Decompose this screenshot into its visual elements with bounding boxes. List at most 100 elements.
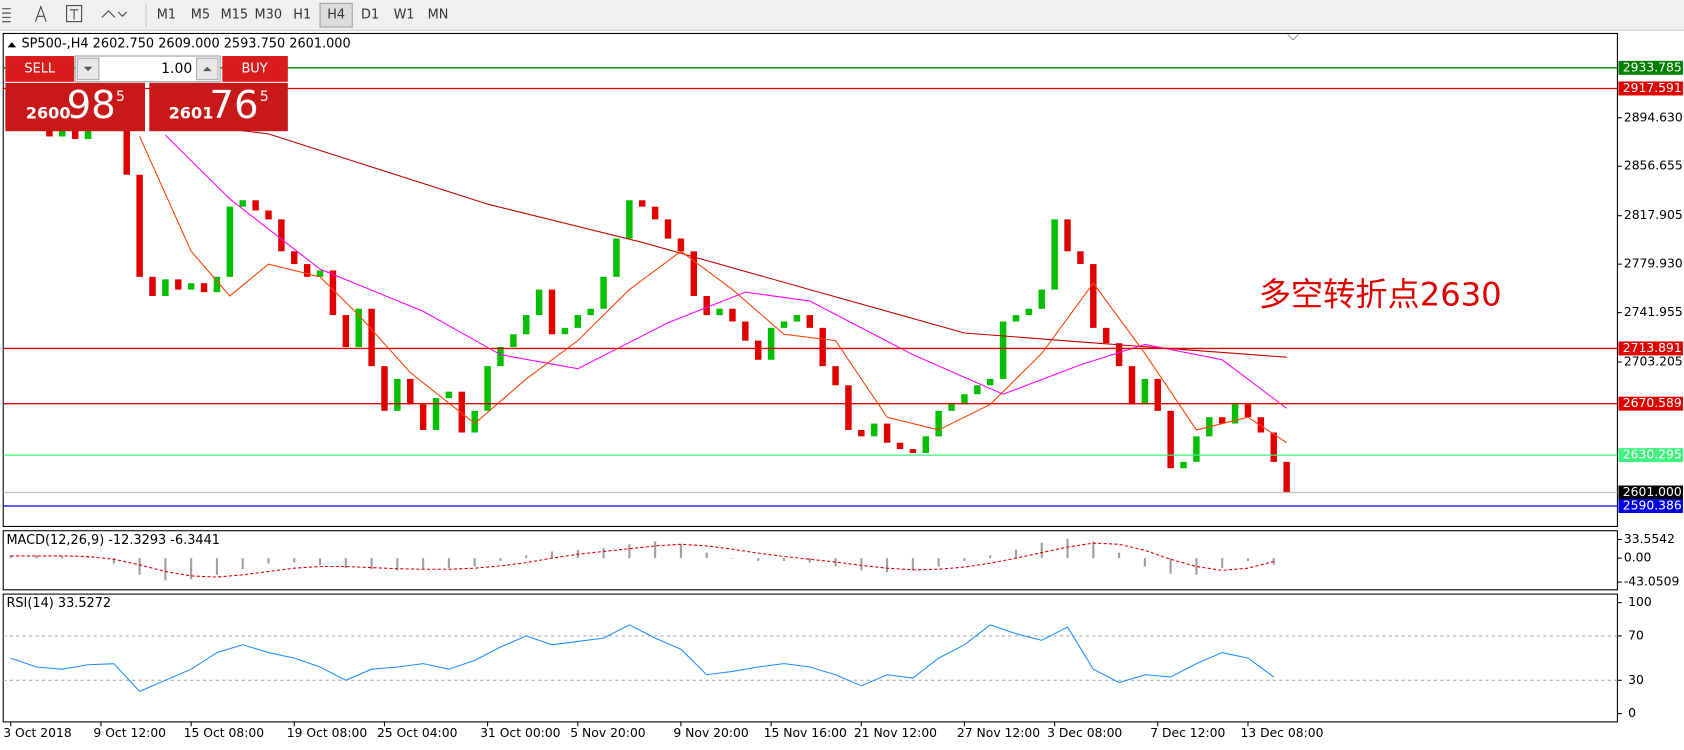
tool-shapes[interactable]: [101, 10, 128, 18]
timeframe-button[interactable]: MN: [428, 8, 449, 23]
candle: [187, 283, 195, 290]
toolbar: [0, 0, 1684, 31]
candle: [394, 378, 401, 411]
candle: [651, 206, 659, 220]
candle: [355, 308, 362, 348]
macd-bar: [35, 555, 38, 559]
candle: [806, 315, 814, 328]
candle: [1244, 404, 1252, 418]
candle: [252, 200, 259, 211]
x-tick-label: 7 Dec 12:00: [1150, 726, 1225, 740]
candle: [1115, 343, 1123, 367]
candle: [1141, 378, 1149, 405]
macd-bar: [370, 558, 373, 570]
candle: [291, 251, 298, 265]
collapse-arrow[interactable]: [7, 42, 17, 48]
timeframe-button[interactable]: M15: [221, 8, 249, 23]
macd-bar: [1221, 558, 1224, 569]
volume-value[interactable]: 1.00: [161, 61, 192, 77]
ask-big: 2601: [169, 104, 214, 123]
candle: [510, 334, 517, 348]
macd-bar: [447, 558, 450, 569]
candle: [1012, 315, 1020, 322]
macd-bar: [550, 551, 554, 559]
macd-bar: [215, 558, 219, 575]
macd-bar: [1195, 558, 1198, 575]
bid-big: 2600: [26, 104, 71, 123]
price-level-tag: [1618, 341, 1683, 356]
macd-bar: [112, 558, 115, 564]
timeframe-button[interactable]: W1: [394, 8, 415, 23]
candle: [561, 327, 569, 335]
timeframe-bar: M1 M5 M15 M30 H1 H4 D1 W1 MN: [157, 2, 449, 28]
macd-bar: [886, 558, 889, 573]
down-arrow: [83, 66, 93, 72]
candle: [84, 123, 92, 140]
rsi-tick-label: 100: [1628, 595, 1652, 609]
candle: [574, 315, 582, 328]
price-level-label: 2713.891: [1623, 341, 1682, 355]
sell-label[interactable]: SELL: [24, 61, 55, 76]
timeframe-button[interactable]: H4: [327, 8, 345, 23]
candle: [1167, 410, 1174, 469]
timeframe-button[interactable]: M30: [255, 8, 283, 23]
rsi-tick-label: 0: [1628, 706, 1636, 720]
macd-bar: [241, 558, 244, 570]
x-tick-label: 15 Nov 16:00: [764, 726, 847, 740]
candle: [1025, 308, 1033, 316]
chart-header: SP500-,H4 2602.750 2609.000 2593.750 260…: [21, 37, 350, 52]
macd-bar: [293, 558, 296, 563]
tool-lines[interactable]: [2, 8, 11, 23]
timeframe-button[interactable]: D1: [361, 8, 379, 23]
candle: [548, 289, 556, 335]
sell-button[interactable]: [5, 56, 75, 82]
price-level-label: 2601.000: [1623, 485, 1682, 499]
macd-bar: [344, 558, 347, 569]
candle: [1193, 436, 1200, 462]
candle: [239, 200, 246, 207]
candle: [484, 366, 491, 411]
macd-bar: [1014, 549, 1018, 559]
x-tick-label: 21 Nov 12:00: [854, 726, 937, 740]
rsi-label: RSI(14) 33.5272: [6, 596, 111, 611]
x-tick-label: 27 Nov 12:00: [957, 726, 1040, 740]
plot-layer: 2894.630 2856.655 2817.905 2779.930 2741.955…: [3, 60, 1683, 740]
candle: [909, 449, 917, 453]
candle: [832, 366, 839, 386]
price-level-label: 2917.591: [1623, 81, 1682, 95]
timeframe-button[interactable]: M5: [191, 8, 210, 23]
tool-label[interactable]: [66, 5, 83, 23]
price-level-tag: [1618, 485, 1683, 500]
timeframe-active: [319, 2, 353, 28]
candle: [961, 394, 968, 405]
candle: [1270, 432, 1277, 462]
macd-bar: [782, 558, 786, 561]
candle: [1077, 251, 1084, 265]
candle: [368, 308, 375, 367]
macd-bar: [860, 558, 863, 571]
candle: [716, 308, 723, 316]
macd-bar: [499, 558, 502, 561]
candle: [419, 404, 427, 430]
buy-button[interactable]: [222, 56, 288, 82]
bid-main: 98: [67, 83, 116, 128]
timeframe-button[interactable]: M1: [157, 8, 176, 23]
y-tick-label: 2741.955: [1624, 305, 1683, 319]
candle: [458, 391, 466, 433]
candle: [1180, 461, 1187, 469]
buy-label[interactable]: BUY: [241, 61, 267, 76]
moving-average: [165, 134, 1287, 409]
x-tick-label: 3 Oct 2018: [3, 726, 72, 740]
up-arrow: [202, 66, 212, 72]
candle: [123, 117, 130, 175]
ask-box[interactable]: [149, 82, 288, 132]
bid-box[interactable]: [5, 82, 145, 132]
tool-text[interactable]: [34, 5, 47, 22]
candle: [935, 410, 942, 437]
x-tick-label: 5 Nov 20:00: [570, 726, 646, 740]
macd-bar: [705, 552, 708, 559]
candle: [471, 410, 478, 433]
macd-frame: [2, 530, 1618, 591]
timeframe-button[interactable]: H1: [293, 8, 311, 23]
